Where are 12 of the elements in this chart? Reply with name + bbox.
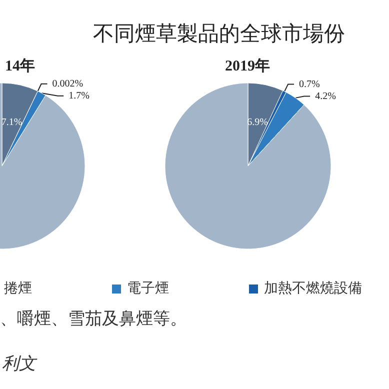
legend-label: 加熱不燃燒設備 (264, 280, 362, 296)
chart-title: 不同煙草製品的全球市場份 (93, 22, 345, 46)
slice-label: 14年 (5, 58, 35, 74)
slice-label: 2019年 (225, 58, 270, 74)
legend-label: 電子煙 (127, 280, 169, 296)
data-label: 4.2% (315, 90, 336, 102)
data-label: 0.7% (299, 78, 320, 90)
data-label: 1.7% (68, 90, 90, 102)
text: 、嚼煙、雪茄及鼻煙等。 (0, 309, 187, 328)
data-label: 0.002% (52, 78, 84, 90)
text: 利文 (2, 354, 38, 373)
slice-label: 捲煙 (4, 280, 32, 296)
